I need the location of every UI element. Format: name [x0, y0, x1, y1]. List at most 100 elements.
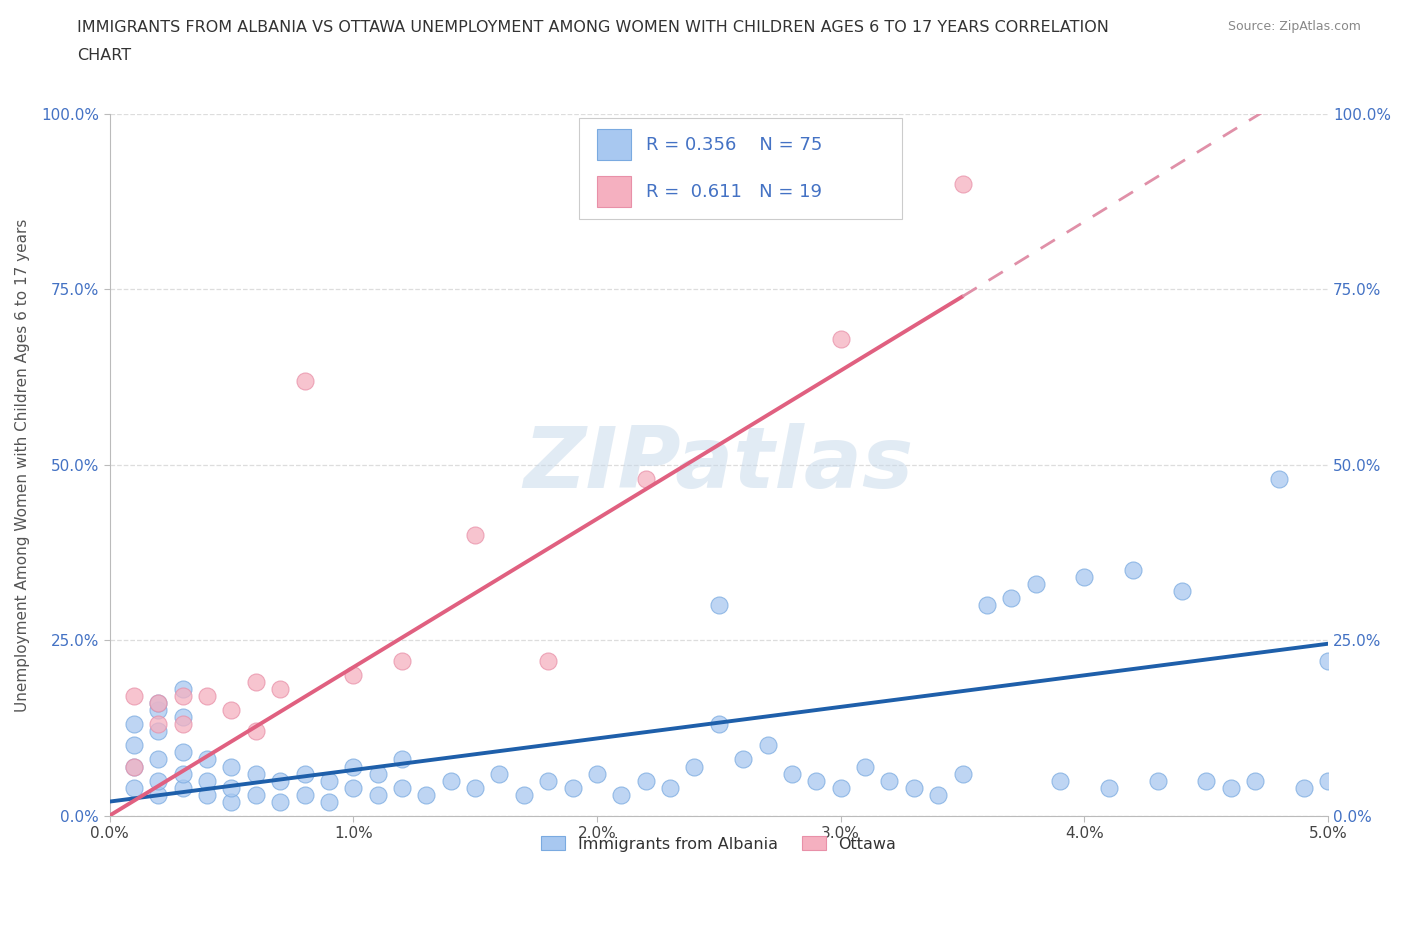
Point [342, 780, 364, 795]
Point [318, 773, 340, 788]
Point [148, 787, 170, 802]
Point [318, 794, 340, 809]
Point [245, 675, 267, 690]
Point [1098, 780, 1121, 795]
FancyBboxPatch shape [598, 129, 631, 160]
Point [221, 759, 243, 774]
Text: R =  0.611   N = 19: R = 0.611 N = 19 [645, 183, 821, 201]
Point [245, 724, 267, 738]
Point [464, 527, 486, 542]
Point [148, 752, 170, 767]
Point [221, 780, 243, 795]
Point [294, 766, 316, 781]
Point [1317, 654, 1340, 669]
Point [245, 766, 267, 781]
Point [537, 654, 560, 669]
Point [122, 759, 145, 774]
Point [707, 598, 730, 613]
Point [1317, 773, 1340, 788]
Point [148, 696, 170, 711]
Point [148, 724, 170, 738]
Point [391, 780, 413, 795]
Point [903, 780, 925, 795]
Point [269, 682, 291, 697]
Point [683, 759, 706, 774]
Point [172, 745, 194, 760]
Point [806, 773, 828, 788]
Point [440, 773, 463, 788]
Text: ZIPatlas: ZIPatlas [523, 423, 914, 506]
Point [342, 759, 364, 774]
Point [122, 759, 145, 774]
Point [634, 472, 657, 486]
Point [1195, 773, 1218, 788]
Point [367, 766, 389, 781]
Point [122, 780, 145, 795]
Point [1000, 591, 1022, 605]
FancyBboxPatch shape [598, 177, 631, 207]
Point [172, 766, 194, 781]
Text: Source: ZipAtlas.com: Source: ZipAtlas.com [1227, 20, 1361, 33]
Point [780, 766, 803, 781]
Point [172, 710, 194, 724]
Point [245, 787, 267, 802]
Point [342, 668, 364, 683]
Point [1171, 584, 1194, 599]
Point [610, 787, 633, 802]
Point [830, 331, 852, 346]
Point [927, 787, 949, 802]
Point [1268, 472, 1291, 486]
Point [195, 689, 218, 704]
Point [269, 773, 291, 788]
FancyBboxPatch shape [579, 117, 901, 219]
Point [659, 780, 682, 795]
Point [756, 738, 779, 753]
Point [195, 787, 218, 802]
Text: IMMIGRANTS FROM ALBANIA VS OTTAWA UNEMPLOYMENT AMONG WOMEN WITH CHILDREN AGES 6 : IMMIGRANTS FROM ALBANIA VS OTTAWA UNEMPL… [77, 20, 1109, 35]
Point [148, 717, 170, 732]
Point [634, 773, 657, 788]
Point [513, 787, 536, 802]
Point [1244, 773, 1267, 788]
Point [1146, 773, 1168, 788]
Point [1292, 780, 1315, 795]
Point [122, 738, 145, 753]
Point [1049, 773, 1071, 788]
Point [221, 794, 243, 809]
Point [1122, 563, 1144, 578]
Point [586, 766, 609, 781]
Point [733, 752, 755, 767]
Point [122, 689, 145, 704]
Point [294, 373, 316, 388]
Point [1219, 780, 1241, 795]
Point [294, 787, 316, 802]
Point [148, 696, 170, 711]
Point [952, 177, 974, 192]
Point [415, 787, 437, 802]
Point [148, 703, 170, 718]
Point [269, 794, 291, 809]
Legend: Immigrants from Albania, Ottawa: Immigrants from Albania, Ottawa [534, 830, 903, 858]
Y-axis label: Unemployment Among Women with Children Ages 6 to 17 years: Unemployment Among Women with Children A… [15, 219, 30, 711]
Point [488, 766, 510, 781]
Point [221, 703, 243, 718]
Point [172, 717, 194, 732]
Point [952, 766, 974, 781]
Point [1073, 570, 1095, 585]
Point [391, 752, 413, 767]
Point [976, 598, 998, 613]
Point [391, 654, 413, 669]
Point [172, 689, 194, 704]
Point [195, 773, 218, 788]
Point [879, 773, 901, 788]
Text: CHART: CHART [77, 48, 131, 63]
Point [1025, 577, 1047, 591]
Point [367, 787, 389, 802]
Point [853, 759, 876, 774]
Point [707, 717, 730, 732]
Point [172, 682, 194, 697]
Point [537, 773, 560, 788]
Point [122, 717, 145, 732]
Point [172, 780, 194, 795]
Point [830, 780, 852, 795]
